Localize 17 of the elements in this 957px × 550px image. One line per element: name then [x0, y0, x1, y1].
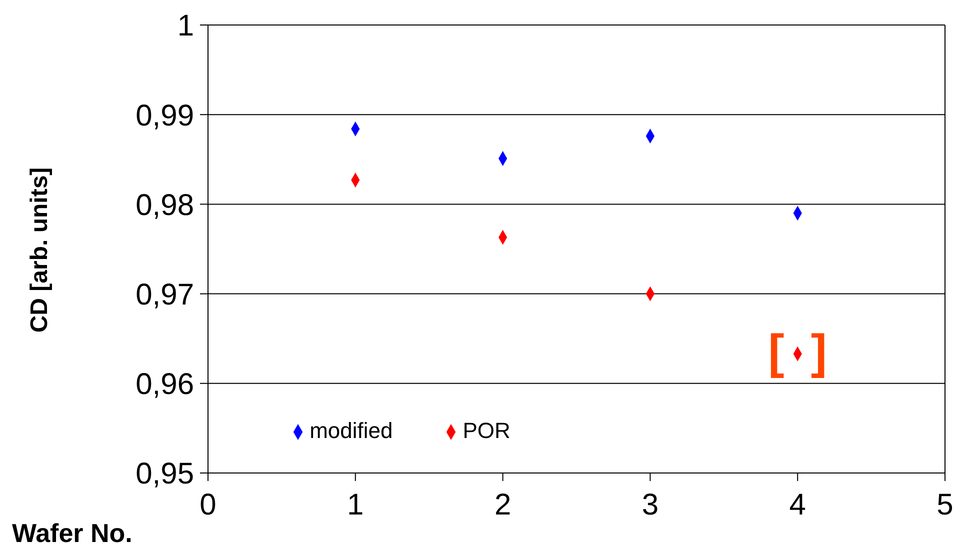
x-tick-label: 1 [347, 488, 364, 522]
legend-label: modified [310, 418, 393, 443]
y-axis-title: CD [arb. units] [26, 167, 54, 333]
y-tick-label: 1 [177, 10, 194, 43]
y-tick-label: 0,96 [136, 368, 194, 402]
x-tick-label: 0 [200, 488, 216, 522]
y-tick-label: 0,97 [136, 278, 194, 312]
y-tick-label: 0,98 [136, 188, 194, 222]
x-axis-title: Wafer No. [12, 518, 132, 549]
legend-label: POR [462, 418, 510, 443]
y-tick-label: 0,95 [136, 458, 194, 491]
x-tick-label: 4 [789, 488, 806, 522]
x-tick-label: 5 [936, 488, 954, 522]
x-tick-label: 3 [642, 488, 659, 522]
y-tick-label: 0,99 [136, 99, 194, 132]
annotation: [ ] [768, 326, 827, 379]
x-tick-label: 2 [494, 488, 512, 522]
